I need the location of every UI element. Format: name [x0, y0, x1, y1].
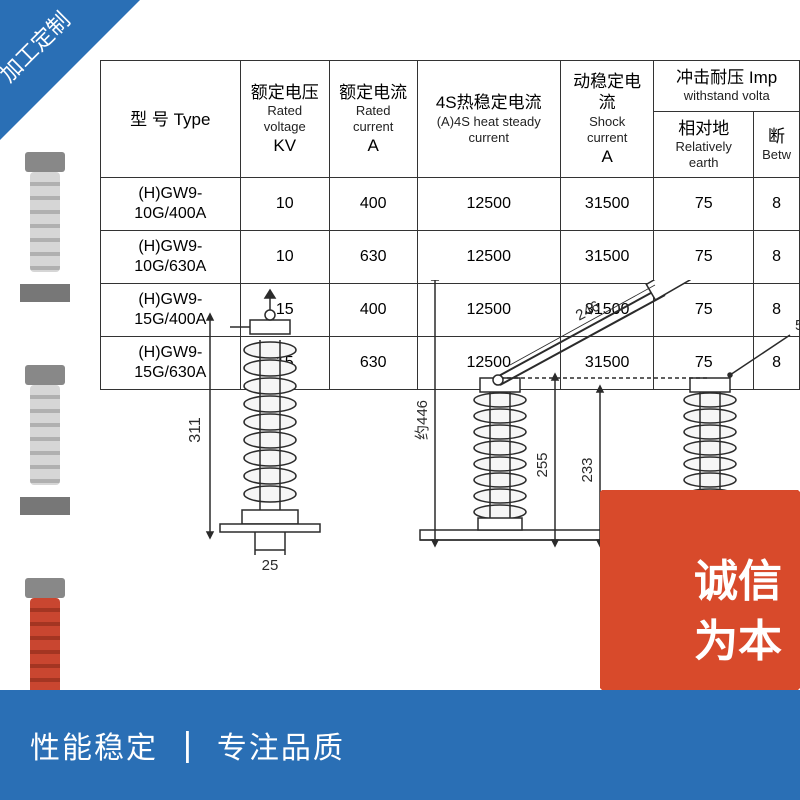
- th-relatively-earth: 相对地 Relatively earth: [654, 111, 754, 178]
- callout-5: 5: [795, 317, 800, 334]
- banner-separator: |: [183, 726, 192, 765]
- th-heat-steady: 4S热稳定电流 (A)4S heat steady current: [417, 61, 560, 178]
- th-current: 额定电流 Rated current A: [329, 61, 417, 178]
- th-voltage: 额定电压 Rated voltage KV: [240, 61, 329, 178]
- th-shock: 动稳定电流 Shock current A: [560, 61, 654, 178]
- dim-311: 311: [187, 417, 204, 443]
- product-photo-2: [10, 365, 80, 515]
- product-photo-1: [10, 152, 80, 302]
- th-between: 断 Betw: [754, 111, 800, 178]
- corner-line1: 诚信: [694, 545, 782, 609]
- badge-topleft: 加工定制: [0, 0, 140, 140]
- dim-open-h: 约446: [414, 400, 431, 440]
- corner-callout: 诚信 为本: [600, 490, 800, 690]
- spec-table-head: 型 号 Type 额定电压 Rated voltage KV 额定电流 Rate…: [101, 61, 800, 178]
- dim-255: 255: [534, 452, 551, 477]
- dim-25: 25: [262, 557, 279, 574]
- banner-left-text: 性能稳定: [30, 723, 158, 767]
- banner-right-text: 专注品质: [217, 723, 345, 767]
- dim-246: 246: [573, 298, 603, 325]
- corner-line2: 为本: [694, 605, 782, 669]
- table-row: (H)GW9-10G/400A104001250031500758: [101, 178, 800, 231]
- bottom-banner: 性能稳定 | 专注品质: [0, 690, 800, 800]
- left-insulator: 311 25: [187, 290, 320, 574]
- th-withstand-group: 冲击耐压 Imp withstand volta: [654, 61, 800, 112]
- table-row: (H)GW9-10G/630A106301250031500758: [101, 231, 800, 284]
- dim-233: 233: [579, 457, 596, 482]
